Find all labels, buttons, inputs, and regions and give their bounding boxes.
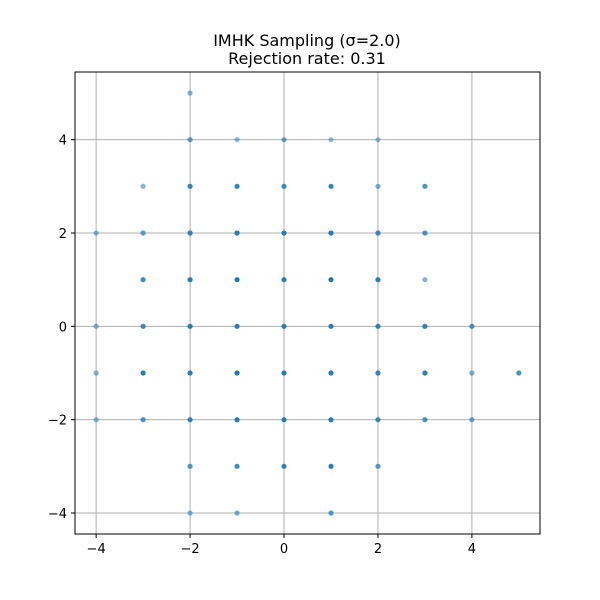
x-tick-label: −4 [87, 542, 106, 557]
scatter-point [140, 370, 146, 376]
scatter-point [328, 183, 334, 189]
scatter-point [469, 323, 475, 329]
scatter-point [187, 277, 193, 283]
scatter-point [281, 463, 287, 469]
scatter-point [140, 230, 146, 236]
scatter-point [422, 323, 428, 329]
scatter-point [375, 137, 381, 143]
y-tick-label: 0 [59, 320, 67, 335]
x-tick-label: 0 [280, 542, 288, 557]
scatter-point [140, 183, 146, 189]
y-tick-label: 4 [59, 134, 67, 149]
grid-lines [75, 72, 540, 534]
scatter-point [281, 183, 287, 189]
scatter-point [328, 323, 334, 329]
scatter-point [234, 370, 240, 376]
scatter-point [422, 417, 428, 423]
y-tick-label: 2 [59, 227, 67, 242]
y-tick-label: −2 [48, 414, 67, 429]
scatter-point [93, 323, 99, 329]
scatter-point [187, 137, 193, 143]
scatter-point [422, 277, 428, 283]
chart-title: IMHK Sampling (σ=2.0) [213, 31, 401, 50]
scatter-point [187, 90, 193, 96]
scatter-point [328, 417, 334, 423]
scatter-point [93, 417, 99, 423]
scatter-point [328, 370, 334, 376]
scatter-point [469, 370, 475, 376]
scatter-point [375, 323, 381, 329]
scatter-point [328, 463, 334, 469]
chart-subtitle: Rejection rate: 0.31 [228, 49, 386, 68]
scatter-point [422, 370, 428, 376]
scatter-point [187, 370, 193, 376]
plot-frame [74, 71, 541, 535]
scatter-point [187, 463, 193, 469]
scatter-point [516, 370, 522, 376]
scatter-point [375, 370, 381, 376]
scatter-point [93, 230, 99, 236]
x-tick-label: 2 [374, 542, 382, 557]
scatter-point [281, 370, 287, 376]
scatter-point [140, 323, 146, 329]
x-tick-label: −2 [180, 542, 199, 557]
scatter-point [234, 183, 240, 189]
scatter-point [375, 463, 381, 469]
x-tick-label: 4 [468, 542, 476, 557]
scatter-point [328, 137, 334, 143]
scatter-point [281, 277, 287, 283]
data-points [93, 90, 522, 516]
scatter-point [375, 183, 381, 189]
scatter-point [187, 230, 193, 236]
scatter-point [234, 417, 240, 423]
scatter-point [187, 183, 193, 189]
scatter-point [234, 323, 240, 329]
scatter-point [281, 417, 287, 423]
scatter-point [234, 277, 240, 283]
scatter-point [328, 510, 334, 516]
scatter-point [469, 417, 475, 423]
scatter-point [187, 323, 193, 329]
scatter-point [328, 277, 334, 283]
scatter-point [328, 230, 334, 236]
scatter-point [375, 277, 381, 283]
scatter-point [187, 417, 193, 423]
scatter-point [234, 510, 240, 516]
scatter-point [375, 417, 381, 423]
scatter-point [93, 370, 99, 376]
y-tick-label: −4 [48, 507, 67, 522]
scatter-point [281, 323, 287, 329]
scatter-point [422, 230, 428, 236]
scatter-point [187, 510, 193, 516]
axis-ticks: −4 −2 0 2 4 −4 −2 0 2 4 [48, 134, 476, 557]
scatter-point [422, 183, 428, 189]
scatter-point [140, 417, 146, 423]
scatter-point [234, 463, 240, 469]
scatter-point [234, 230, 240, 236]
scatter-point [281, 230, 287, 236]
scatter-point [375, 230, 381, 236]
scatter-point [140, 277, 146, 283]
scatter-point [281, 137, 287, 143]
scatter-point [234, 137, 240, 143]
